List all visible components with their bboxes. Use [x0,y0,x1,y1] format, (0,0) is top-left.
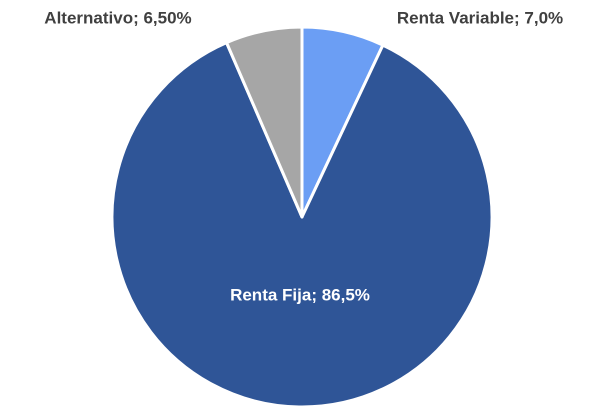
pie-slice [225,25,304,219]
data-label: Renta Fija; 86,5% [230,285,370,304]
data-label: Alternativo; 6,50% [44,8,191,27]
data-label: Renta Variable; 7,0% [397,8,563,27]
pie-slice [110,41,494,409]
